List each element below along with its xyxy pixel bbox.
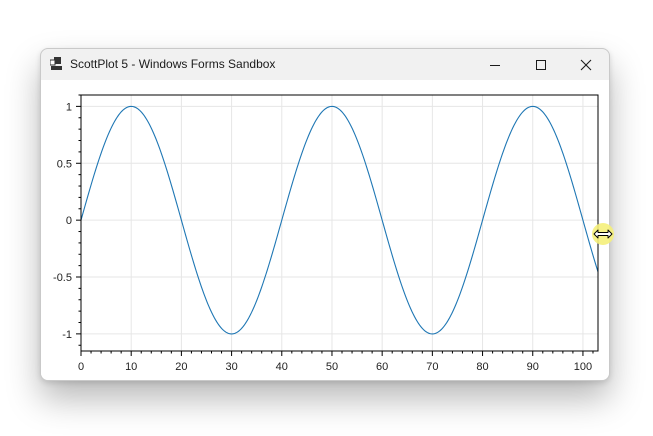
title-bar[interactable]: ScottPlot 5 - Windows Forms Sandbox <box>41 49 609 80</box>
maximize-button[interactable] <box>518 49 564 80</box>
window-title: ScottPlot 5 - Windows Forms Sandbox <box>70 57 276 71</box>
y-tick-label: 0 <box>66 215 72 227</box>
x-tick-label: 0 <box>78 361 84 373</box>
grid-lines <box>80 95 598 351</box>
x-tick-label: 60 <box>376 361 388 373</box>
x-tick-label: 70 <box>426 361 438 373</box>
app-window: ScottPlot 5 - Windows Forms Sandbox 0 10 2… <box>40 48 610 381</box>
x-tick-label: 40 <box>276 361 288 373</box>
x-tick-label: 10 <box>125 361 137 373</box>
minimize-button[interactable] <box>472 49 518 80</box>
y-tick-label: -0.5 <box>53 272 72 284</box>
x-tick-label: 100 <box>574 361 592 373</box>
axis-labels: 0 10 20 30 40 50 60 70 80 90 100 1 0.5 0 -0.5 -1 <box>53 101 592 373</box>
chart[interactable]: 0 10 20 30 40 50 60 70 80 90 100 1 0.5 0 -0.5 -1 <box>41 80 609 380</box>
x-tick-label: 30 <box>225 361 237 373</box>
axis-ticks <box>76 94 594 356</box>
minimize-icon <box>490 64 500 66</box>
x-tick-label: 20 <box>175 361 187 373</box>
y-tick-label: 1 <box>66 101 72 113</box>
close-button[interactable] <box>563 49 609 80</box>
plot-control[interactable]: 0 10 20 30 40 50 60 70 80 90 100 1 0.5 0 -0.5 -1 <box>41 80 609 380</box>
app-icon <box>50 57 62 70</box>
close-icon <box>580 59 592 70</box>
x-tick-label: 80 <box>476 361 488 373</box>
series-line-sine <box>80 105 599 335</box>
x-tick-label: 90 <box>527 361 539 373</box>
plot-frame <box>80 94 599 352</box>
series-layer <box>80 105 599 335</box>
x-tick-label: 50 <box>326 361 338 373</box>
y-tick-label: -1 <box>62 329 72 341</box>
horizontal-resize-cursor-icon <box>592 223 614 245</box>
maximize-icon <box>536 59 546 70</box>
y-tick-label: 0.5 <box>57 158 72 170</box>
